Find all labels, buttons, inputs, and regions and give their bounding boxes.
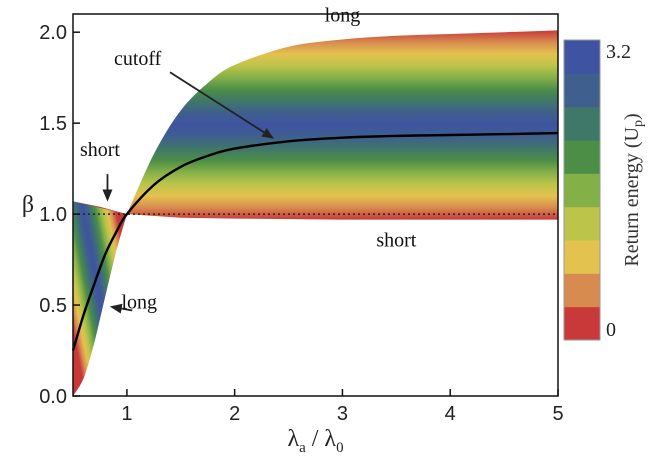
plot-frame — [72, 13, 559, 397]
y-axis-title: β — [22, 192, 34, 218]
colorbar-cell — [564, 140, 600, 174]
x-tick-label: 1 — [121, 403, 132, 425]
annotation-long: long — [122, 292, 158, 314]
colorbar-cell — [564, 273, 600, 308]
x-tick-label: 4 — [445, 403, 456, 425]
colorbar-cell — [564, 240, 600, 274]
energy-band-upper — [126, 30, 559, 220]
colorbar-cell — [564, 40, 600, 74]
colorbar-max-label: 3.2 — [606, 41, 631, 63]
energy-band-lower-left — [73, 201, 127, 396]
annotation-cutoff: cutoff — [114, 48, 162, 70]
y-tick-label: 1.0 — [39, 204, 67, 226]
colorbar-frame — [563, 39, 601, 341]
y-axis: 0.0 0.5 1.0 1.5 2.0 — [39, 22, 80, 408]
annotation-long: long — [325, 4, 361, 26]
colorbar-cell — [564, 73, 600, 108]
x-tick-label: 3 — [337, 403, 348, 425]
annotation-short: short — [80, 139, 120, 161]
colorbar-cell — [564, 106, 600, 141]
colorbar-cell — [564, 306, 600, 341]
x-axis-title: λa / λ0 — [287, 426, 343, 456]
annotation-arrow — [109, 303, 133, 314]
colorbar-title: Return energy (Up) — [621, 113, 646, 266]
colorbar-cell — [564, 173, 600, 208]
colorbar-cell — [564, 206, 600, 241]
colorbar-min-label: 0 — [606, 319, 616, 341]
annotations: long cutoff short short long — [80, 4, 417, 313]
cutoff-curve — [71, 131, 559, 351]
annotation-short: short — [376, 229, 416, 251]
x-tick-label: 2 — [229, 403, 240, 425]
annotation-arrow — [169, 71, 275, 139]
plot-area — [71, 13, 559, 397]
colorbar: 3.2 0 Return energy (Up) — [563, 39, 646, 341]
x-tick-label: 5 — [552, 403, 563, 425]
y-tick-label: 0.5 — [39, 295, 67, 317]
x-axis: 1 2 3 4 5 — [121, 389, 564, 425]
y-tick-label: 2.0 — [39, 22, 67, 44]
y-tick-label: 0.0 — [39, 386, 67, 408]
y-tick-label: 1.5 — [39, 113, 67, 135]
